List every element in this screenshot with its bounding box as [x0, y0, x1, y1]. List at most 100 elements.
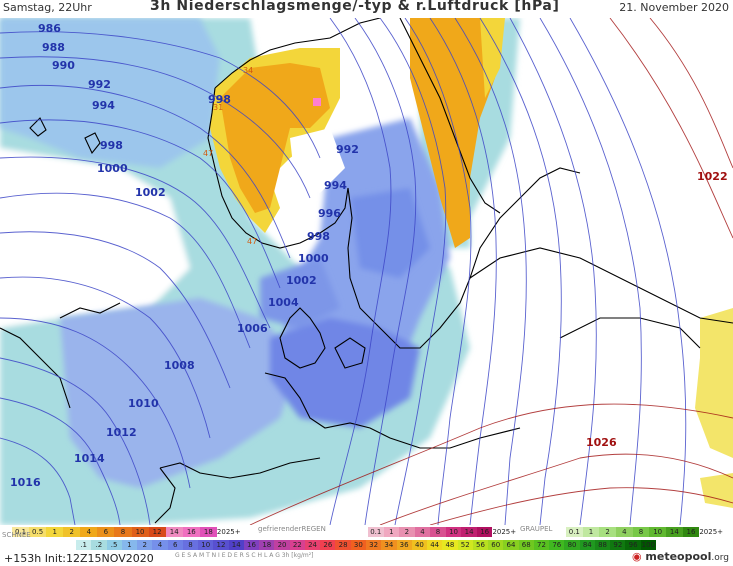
rain-swatch: 92 [610, 540, 626, 550]
snow-swatch: 8 [114, 527, 132, 537]
map-title: 3h Niederschlagsmenge/-typ & r.Luftdruck… [150, 0, 560, 14]
rain-swatch: 28 [335, 540, 351, 550]
isobar-label: 992 [88, 78, 111, 91]
forecast-time: Samstag, 22Uhr [3, 1, 92, 14]
snow-swatch: 4 [80, 527, 98, 537]
rain-swatch: 18 [259, 540, 275, 550]
coastlines [0, 18, 733, 524]
rain-swatch: 68 [518, 540, 534, 550]
forecast-hour: +153h [4, 552, 42, 565]
graupel-swatch: 14 [666, 527, 683, 537]
freezing-rain-label: gefrierenderREGEN [258, 525, 326, 533]
isobar-label: 992 [336, 143, 359, 156]
graupel-swatch: 0.1 [566, 527, 583, 537]
map-header: Samstag, 22Uhr 3h Niederschlagsmenge/-ty… [0, 0, 733, 18]
rain-swatch: 32 [366, 540, 382, 550]
rain-swatch: 14 [228, 540, 244, 550]
graupel-label: GRAUPEL [520, 525, 553, 533]
rain-swatch: 40 [411, 540, 428, 550]
rain-swatch: .2 [91, 540, 107, 550]
rain-swatch: 60 [488, 540, 504, 550]
isobars-red [249, 18, 733, 525]
rain-swatch: 36 [396, 540, 412, 550]
rain-swatch: 48 [442, 540, 458, 550]
rain-swatch: 22 [289, 540, 305, 550]
freezing-swatch: 14 [461, 527, 477, 537]
rain-swatch: 100 [640, 540, 656, 550]
snow-swatch: 2025+ [216, 527, 241, 537]
isobar-label: 1006 [237, 322, 268, 335]
isobar-labels-red: 1022 1026 [586, 170, 728, 449]
total-precip-label: G E S A M T N I E D E R S C H L A G 3h [… [175, 552, 314, 559]
snow-swatch: 1 [46, 527, 64, 537]
snow-swatch: 0.1 [12, 527, 30, 537]
rain-swatch: 80 [564, 540, 580, 550]
precipitation-legend: 0.1 0.5 1 2 4 6 8 10 12 14 16 18 2025+ 0.1 1 2 4 8 10 14 16… [0, 525, 733, 566]
precip-label: 31 [213, 103, 223, 112]
isobar-label: 998 [307, 230, 330, 243]
isobar-label: 990 [52, 59, 75, 72]
snow-label: SCHNEE [2, 531, 31, 539]
isobar-label: 986 [38, 22, 61, 35]
snow-swatch: 18 [199, 527, 217, 537]
snow-swatch: 12 [148, 527, 166, 537]
rain-swatch: 24 [304, 540, 321, 550]
snow-swatch: 16 [182, 527, 200, 537]
graupel-swatch: 10 [649, 527, 666, 537]
snow-swatch: 0.5 [29, 527, 47, 537]
isobar-label: 1012 [106, 426, 137, 439]
snow-swatch: 6 [97, 527, 115, 537]
brand-tld: .org [711, 553, 729, 563]
freezing-swatch: 4 [414, 527, 431, 537]
graupel-swatch: 8 [632, 527, 650, 537]
rain-swatch: 16 [243, 540, 260, 550]
rain-swatch: 56 [472, 540, 489, 550]
freezing-swatch: 10 [445, 527, 462, 537]
rain-swatch: 84 [579, 540, 595, 550]
rain-swatch: 6 [167, 540, 183, 550]
rain-swatch: 12 [213, 540, 229, 550]
rain-swatch: 34 [381, 540, 397, 550]
brand-icon: ◉ [631, 550, 642, 563]
isobar-label: 998 [208, 93, 231, 106]
rain-swatch: 4 [152, 540, 168, 550]
run-info: +153h Init:12Z15NOV2020 [4, 552, 154, 565]
rain-swatch: 64 [503, 540, 519, 550]
rain-swatch: .1 [76, 540, 92, 550]
rain-swatch: 76 [549, 540, 565, 550]
precip-label: 47 [203, 149, 213, 158]
isobar-label: 994 [324, 179, 347, 192]
precip-value-labels: 34 31 47 47 [203, 66, 257, 246]
freezing-swatch: 1 [383, 527, 400, 537]
snow-swatch: 2 [63, 527, 81, 537]
snow-swatch: 14 [165, 527, 183, 537]
isobar-label: 1010 [128, 397, 159, 410]
isobar-label: 1026 [586, 436, 617, 449]
isobar-label: 1008 [164, 359, 195, 372]
rain-swatch: 8 [182, 540, 199, 550]
rain-swatch: .5 [106, 540, 122, 550]
rain-swatch: 1 [121, 540, 138, 550]
graupel-swatch: 4 [616, 527, 633, 537]
precip-heavy-field [260, 188, 430, 428]
graupel-swatch: 2 [599, 527, 616, 537]
isobar-label: 1014 [74, 452, 105, 465]
brand-name: meteopool [645, 550, 712, 563]
graupel-swatch: 1 [582, 527, 600, 537]
isobar-label: 1000 [298, 252, 329, 265]
rain-swatch: 26 [320, 540, 336, 550]
isobar-label: 1000 [97, 162, 128, 175]
freezing-swatch: 16 [476, 527, 493, 537]
freezing-swatch: 2 [399, 527, 415, 537]
rain-swatch: 30 [350, 540, 366, 550]
forecast-date: 21. November 2020 [619, 1, 729, 14]
freezing-swatch: 0.1 [368, 527, 384, 537]
model-init: Init:12Z15NOV2020 [44, 552, 154, 565]
isobar-label: 1002 [286, 274, 317, 287]
rain-swatch: 52 [457, 540, 473, 550]
isobars-blue [0, 18, 687, 525]
brand-logo[interactable]: ◉ meteopool.org [632, 550, 729, 563]
snow-field-east [695, 308, 733, 458]
isobar-label: 1002 [135, 186, 166, 199]
